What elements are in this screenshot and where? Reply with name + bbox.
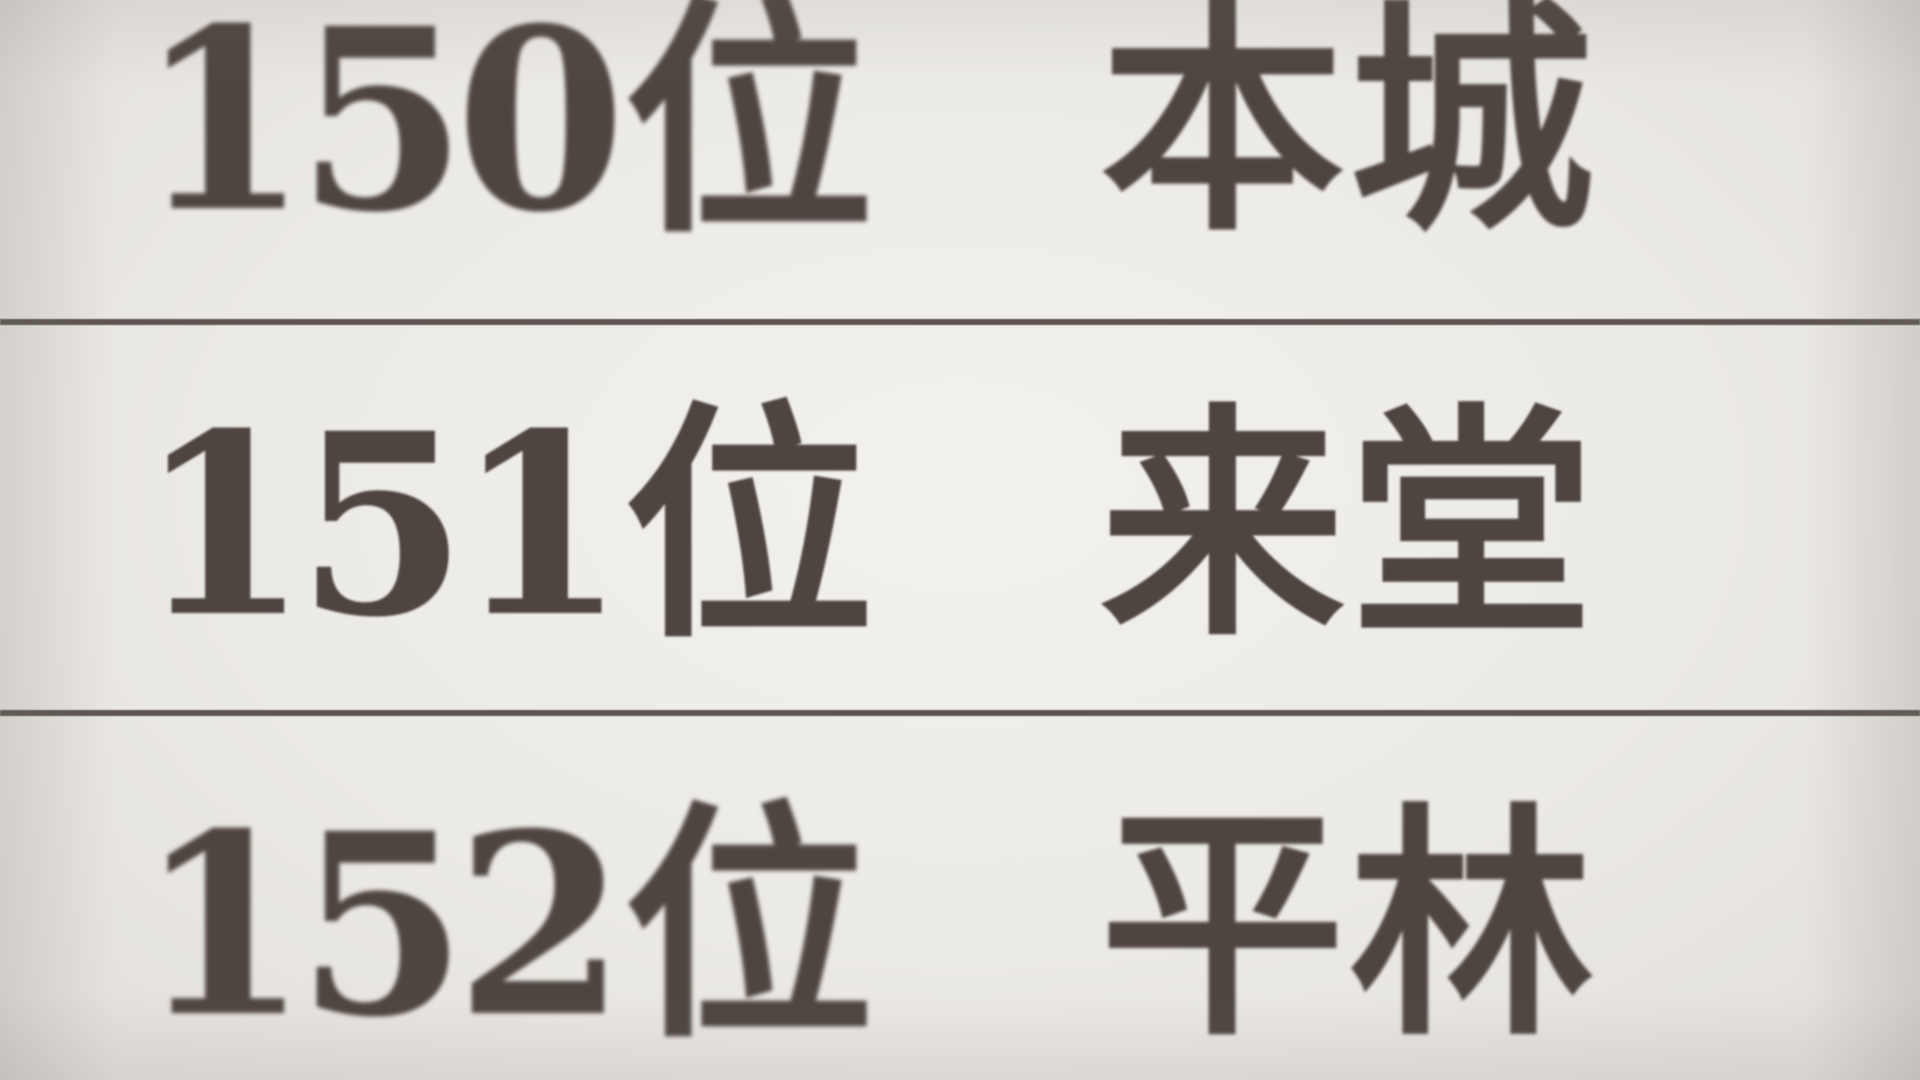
rank-suffix: 位 <box>623 0 874 267</box>
rank-label: 152位 <box>138 775 874 1075</box>
surname: 来堂 <box>1100 381 1598 669</box>
rank-number: 152 <box>138 778 626 1072</box>
rank-suffix: 位 <box>623 778 874 1072</box>
rank-label: 151位 <box>138 375 874 675</box>
surname: 本城 <box>1100 0 1598 264</box>
rank-label: 150位 <box>138 0 874 270</box>
rank-number: 150 <box>138 0 626 267</box>
rank-suffix: 位 <box>623 378 874 672</box>
divider-line <box>0 710 1920 716</box>
ranking-row: 151位 来堂 <box>0 375 1920 675</box>
ranking-row: 152位 平林 <box>0 775 1920 1075</box>
ranking-row: 150位 本城 <box>0 0 1920 270</box>
surname: 平林 <box>1100 781 1598 1069</box>
rank-number: 151 <box>138 378 626 672</box>
divider-line <box>0 319 1920 325</box>
